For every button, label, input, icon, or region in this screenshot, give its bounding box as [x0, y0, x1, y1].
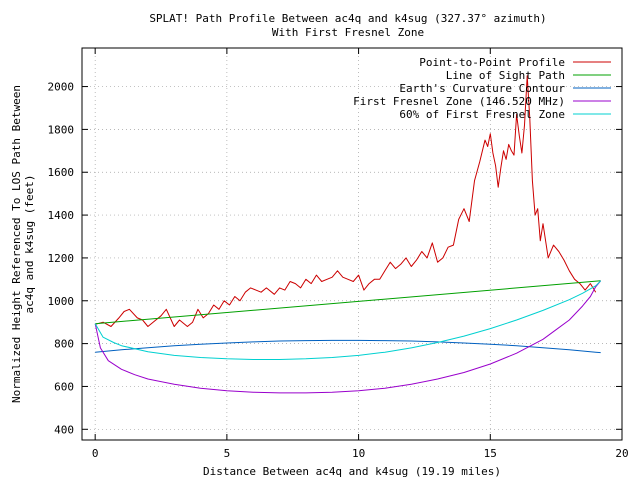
y-tick-label: 1600: [48, 166, 75, 179]
y-tick-label: 1800: [48, 123, 75, 136]
y-tick-label: 400: [54, 423, 74, 436]
y-tick-label: 1200: [48, 252, 75, 265]
y-tick-label: 2000: [48, 81, 75, 94]
y-tick-label: 800: [54, 338, 74, 351]
x-axis-label: Distance Between ac4q and k4sug (19.19 m…: [203, 465, 501, 478]
x-tick-label: 20: [615, 447, 628, 460]
y-axis-label: Normalized Height Referenced To LOS Path…: [10, 85, 23, 403]
y-axis-label-line2: ac4q and k4sug (feet): [23, 174, 36, 313]
y-tick-label: 1000: [48, 295, 75, 308]
series-first-fresnel-zone-146-520-mhz: [94, 280, 602, 394]
legend-label: Line of Sight Path: [446, 69, 565, 82]
plot-frame: [81, 47, 623, 441]
series-point-to-point-profile: [95, 75, 597, 327]
legend-label: Earth's Curvature Contour: [399, 82, 565, 95]
series-earth-s-curvature-contour: [95, 339, 601, 354]
tick-labels: 0 5 10 15 20 400 600 800 1000 1200 1400 1600 1800 200…: [48, 81, 629, 460]
legend-label: 60% of First Fresnel Zone: [399, 108, 565, 121]
legend-label: Point-to-Point Profile: [419, 56, 565, 69]
series-line-of-sight-path: [95, 280, 601, 325]
series-lines: [94, 75, 602, 394]
x-tick-label: 10: [352, 447, 365, 460]
x-tick-label: 15: [484, 447, 497, 460]
chart-subtitle: With First Fresnel Zone: [272, 26, 424, 39]
series-60-of-first-fresnel-zone: [94, 280, 602, 360]
y-tick-label: 1400: [48, 209, 75, 222]
chart-title: SPLAT! Path Profile Between ac4q and k4s…: [149, 12, 546, 25]
legend-label: First Fresnel Zone (146.520 MHz): [353, 95, 565, 108]
x-tick-label: 5: [224, 447, 231, 460]
x-tick-label: 0: [92, 447, 99, 460]
y-tick-label: 600: [54, 380, 74, 393]
